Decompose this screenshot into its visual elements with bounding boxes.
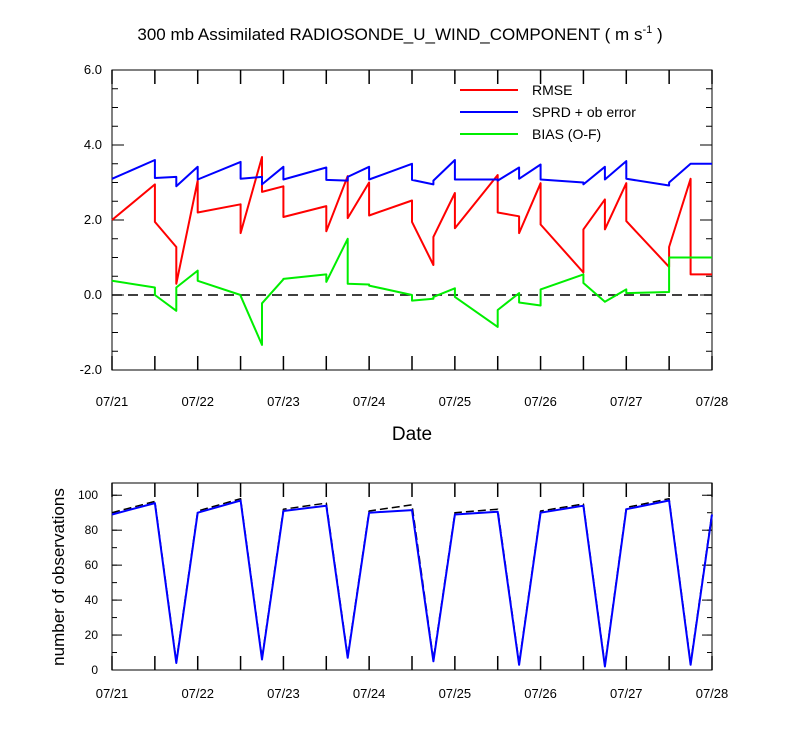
y-tick-label: 0 bbox=[91, 663, 98, 677]
series-line-rmse bbox=[111, 156, 712, 285]
chart-title: 300 mb Assimilated RADIOSONDE_U_WIND_COM… bbox=[137, 24, 662, 44]
y-tick-label: 80 bbox=[85, 523, 99, 537]
series-line-observations-possible bbox=[111, 497, 713, 666]
x-tick-label: 07/23 bbox=[267, 394, 300, 409]
x-tick-label: 07/28 bbox=[696, 394, 729, 409]
series-line-bias-o-f bbox=[111, 237, 712, 346]
y-tick-label: 4.0 bbox=[84, 137, 102, 152]
legend-label: SPRD + ob error bbox=[532, 104, 636, 120]
y-tick-label: -2.0 bbox=[80, 362, 102, 377]
main-chart: 07/21 07/22 07/23 07/24 07/25 07/26 07/27 07/28… bbox=[80, 24, 729, 445]
y-tick-label: 20 bbox=[85, 628, 99, 642]
x-tick-label: 07/25 bbox=[439, 686, 472, 701]
y-tick-label: 6.0 bbox=[84, 62, 102, 77]
series-line-sprd-ob-error bbox=[111, 159, 712, 188]
x-tick-label: 07/27 bbox=[610, 394, 643, 409]
legend: RMSE SPRD + ob error BIAS (O-F) bbox=[460, 82, 636, 142]
legend-label: BIAS (O-F) bbox=[532, 126, 601, 142]
x-tick-label: 07/27 bbox=[610, 686, 643, 701]
x-tick-label: 07/22 bbox=[181, 394, 214, 409]
y-tick-label: 100 bbox=[78, 488, 98, 502]
y-tick-label: 60 bbox=[85, 558, 99, 572]
x-tick-label: 07/25 bbox=[439, 394, 472, 409]
y-tick-label: 2.0 bbox=[84, 212, 102, 227]
x-tick-label: 07/21 bbox=[96, 394, 129, 409]
y-axis-label: number of observations bbox=[49, 488, 68, 666]
y-tick-label: 40 bbox=[85, 593, 99, 607]
x-tick-label: 07/28 bbox=[696, 686, 729, 701]
y-tick-label: 0.0 bbox=[84, 287, 102, 302]
x-tick-label: 07/26 bbox=[524, 686, 557, 701]
x-tick-label: 07/21 bbox=[96, 686, 129, 701]
x-tick-label: 07/23 bbox=[267, 686, 300, 701]
x-tick-label: 07/26 bbox=[524, 394, 557, 409]
x-axis-label: Date bbox=[392, 424, 432, 445]
observations-chart: 07/21 07/22 07/23 07/24 07/25 07/26 07/27 07/28… bbox=[49, 482, 729, 701]
x-tick-label: 07/22 bbox=[181, 686, 214, 701]
legend-label: RMSE bbox=[532, 82, 572, 98]
series-line-observations-used bbox=[111, 499, 713, 668]
x-tick-label: 07/24 bbox=[353, 686, 386, 701]
x-tick-label: 07/24 bbox=[353, 394, 386, 409]
